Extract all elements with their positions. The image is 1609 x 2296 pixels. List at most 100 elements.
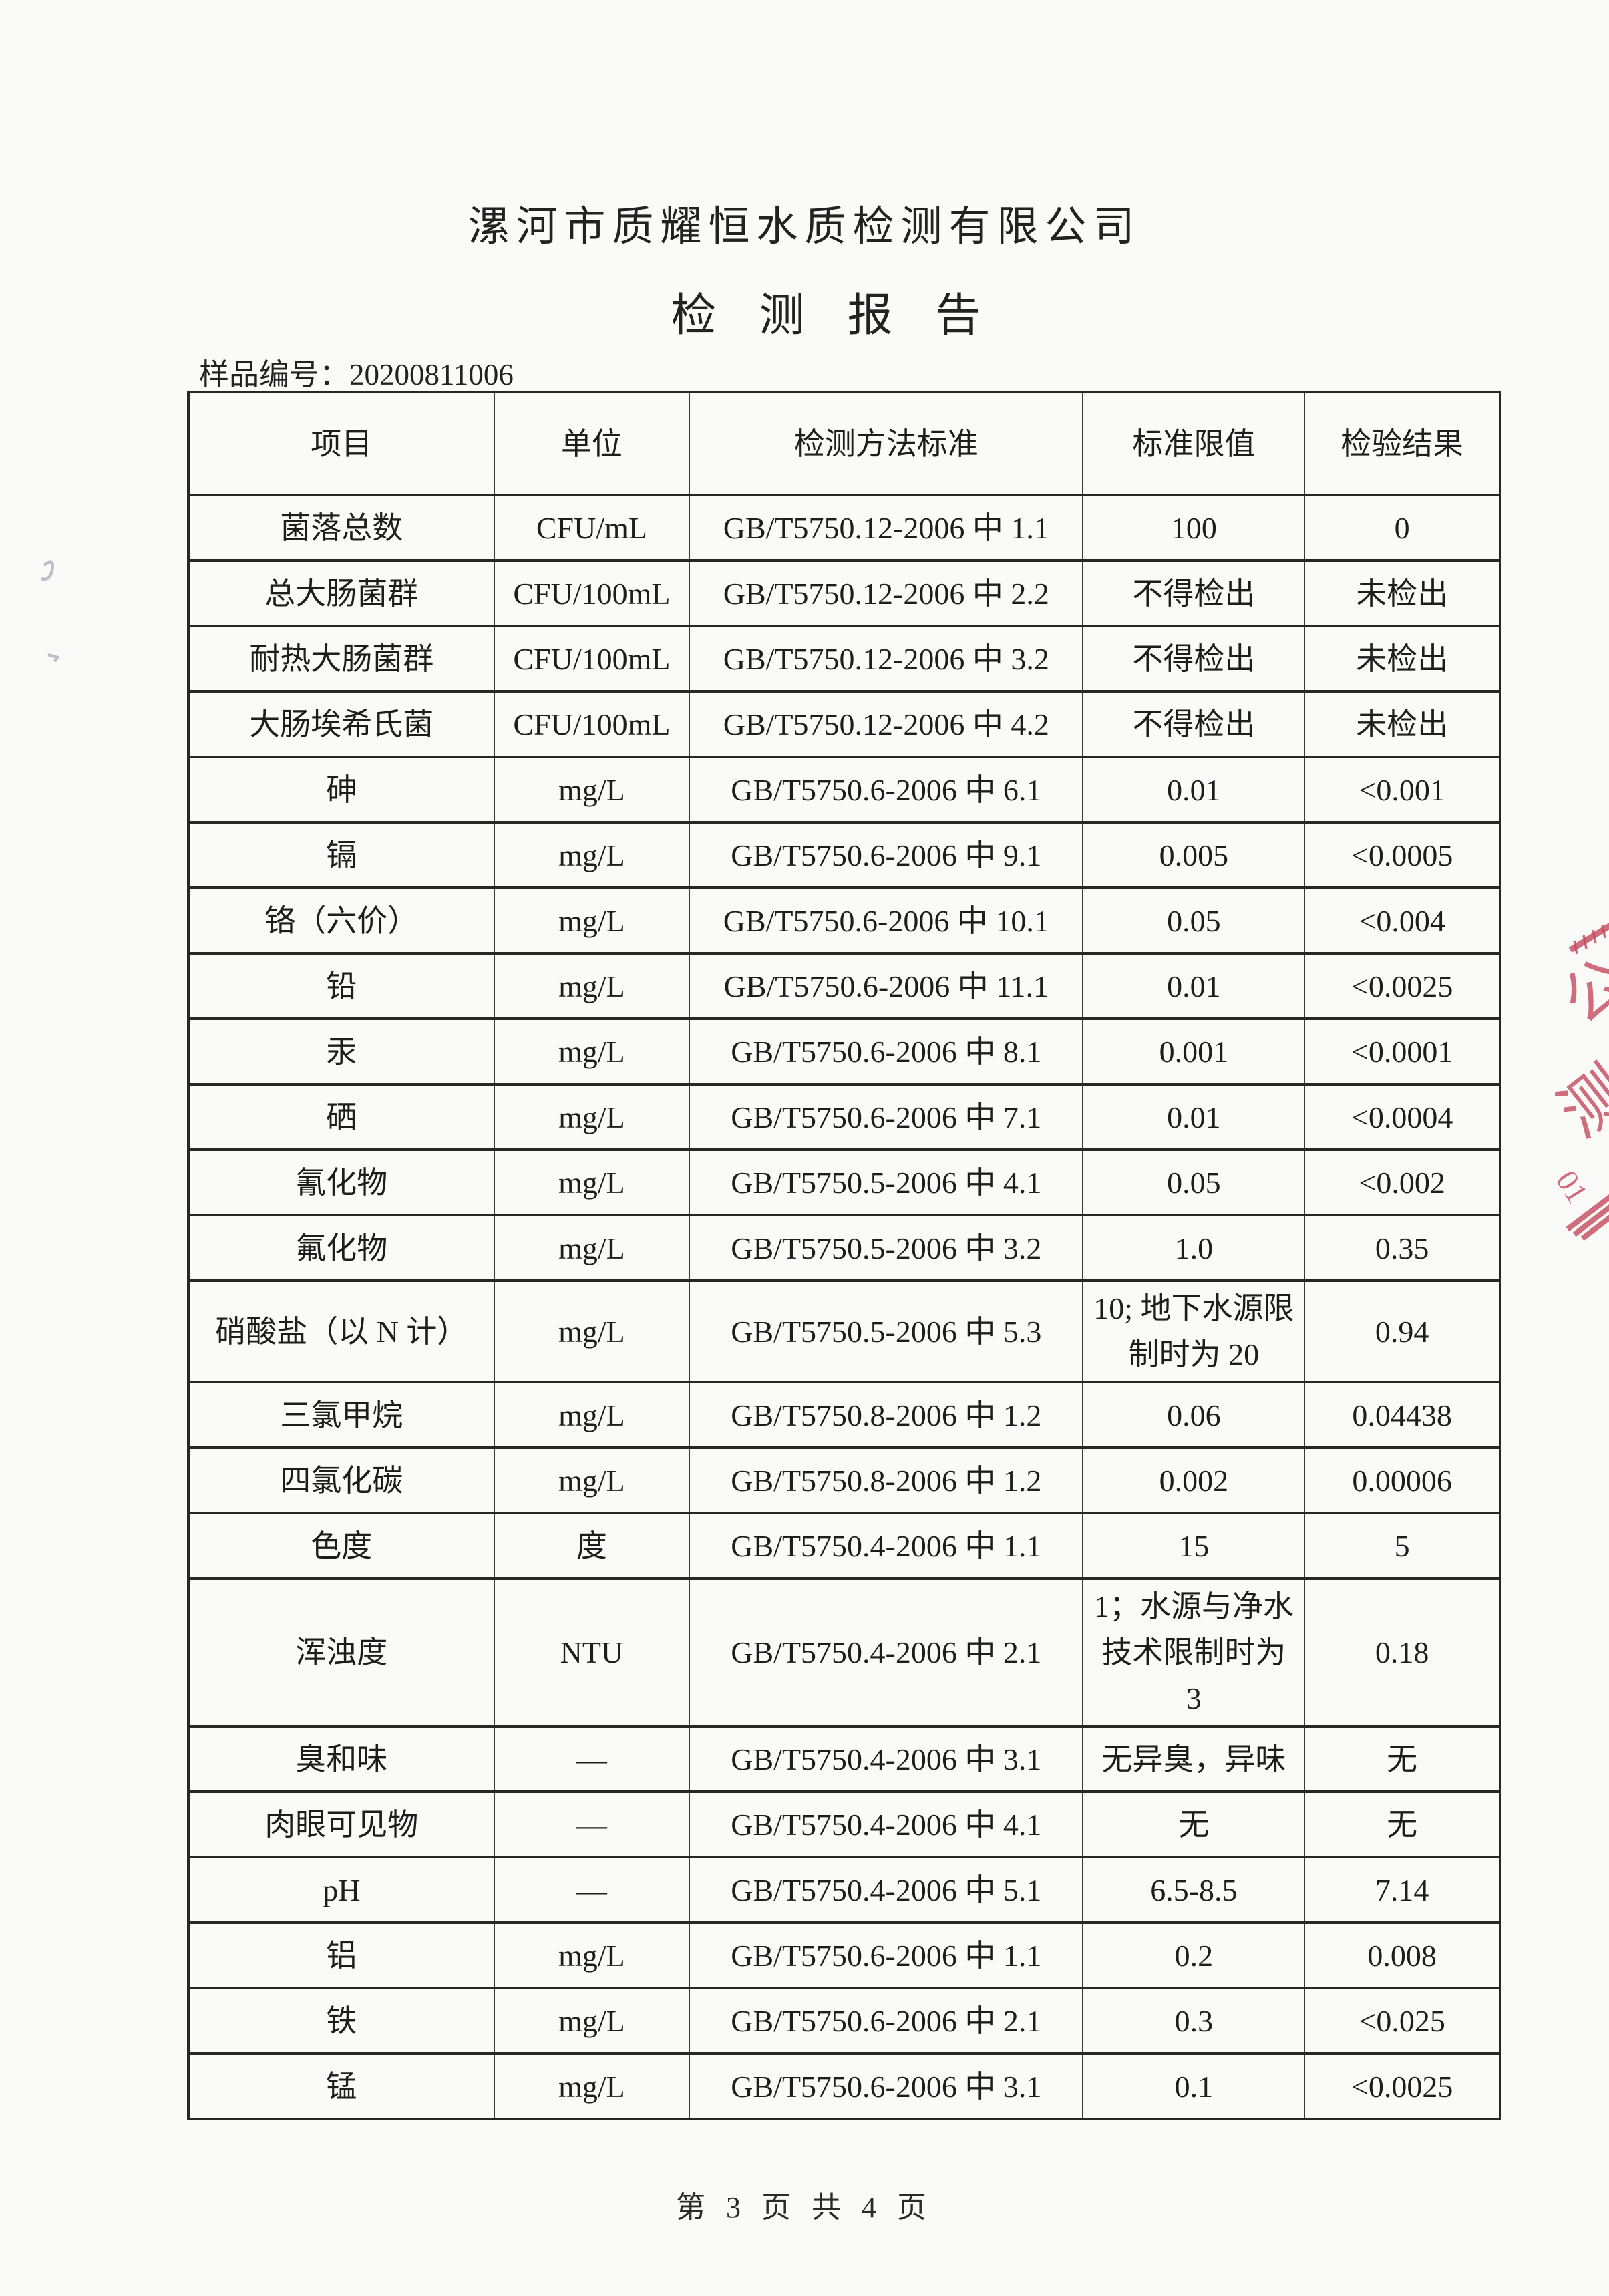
unit-cell: mg/L — [493, 1381, 691, 1449]
method-cell: GB/T5750.6-2006 中 3.1 — [689, 2052, 1084, 2120]
sample-number-value: 20200811006 — [349, 358, 514, 391]
limit-cell: 1；水源与净水技术限制时为 3 — [1082, 1577, 1306, 1728]
unit-cell: mg/L — [493, 756, 691, 824]
result-cell: <0.004 — [1304, 886, 1501, 955]
limit-cell: 0.01 — [1082, 756, 1306, 824]
item-cell: 铅 — [188, 952, 495, 1020]
item-cell: 肉眼可见物 — [188, 1790, 495, 1858]
limit-cell: 0.3 — [1082, 1987, 1306, 2055]
table-row: 菌落总数 CFU/mL GB/T5750.12-2006 中 1.1 100 0 — [188, 494, 1501, 562]
column-header: 单位 — [493, 391, 691, 496]
result-cell: <0.025 — [1304, 1987, 1501, 2055]
table-row: 汞 mg/L GB/T5750.6-2006 中 8.1 0.001 <0.0001 — [188, 1017, 1501, 1086]
unit-cell: mg/L — [493, 1148, 691, 1216]
unit-cell: mg/L — [493, 1279, 691, 1383]
method-cell: GB/T5750.6-2006 中 11.1 — [689, 952, 1084, 1020]
table-row: 耐热大肠菌群 CFU/100mL GB/T5750.12-2006 中 3.2 不得检… — [188, 625, 1501, 693]
result-cell: 7.14 — [1304, 1856, 1501, 1924]
column-header: 检测方法标准 — [689, 391, 1084, 496]
red-seal-stamp-icon: 公 测 01 — [1550, 923, 1609, 1241]
method-cell: GB/T5750.6-2006 中 1.1 — [689, 1921, 1084, 1989]
unit-cell: — — [493, 1856, 691, 1924]
method-cell: GB/T5750.4-2006 中 2.1 — [689, 1577, 1084, 1728]
limit-cell: 不得检出 — [1082, 625, 1306, 693]
limit-cell: 6.5-8.5 — [1082, 1856, 1306, 1924]
result-cell: 0.94 — [1304, 1279, 1501, 1383]
method-cell: GB/T5750.12-2006 中 1.1 — [689, 494, 1084, 562]
unit-cell: mg/L — [493, 1987, 691, 2055]
result-cell: 5 — [1304, 1512, 1501, 1580]
item-cell: 镉 — [188, 821, 495, 889]
table-row: 镉 mg/L GB/T5750.6-2006 中 9.1 0.005 <0.0005 — [188, 821, 1501, 889]
limit-cell: 100 — [1082, 494, 1306, 562]
svg-text:公: 公 — [1551, 946, 1609, 1037]
column-header: 标准限值 — [1082, 391, 1306, 496]
table-row: 硒 mg/L GB/T5750.6-2006 中 7.1 0.01 <0.0004 — [188, 1083, 1501, 1151]
table-row: 铅 mg/L GB/T5750.6-2006 中 11.1 0.01 <0.0025 — [188, 952, 1501, 1020]
svg-text:01: 01 — [1550, 1165, 1594, 1209]
header-row: 项目 单位 检测方法标准 标准限值 检验结果 — [188, 391, 1501, 496]
method-cell: GB/T5750.6-2006 中 7.1 — [689, 1083, 1084, 1151]
method-cell: GB/T5750.8-2006 中 1.2 — [689, 1446, 1084, 1514]
method-cell: GB/T5750.4-2006 中 4.1 — [689, 1790, 1084, 1858]
item-cell: pH — [188, 1856, 495, 1924]
item-cell: 氰化物 — [188, 1148, 495, 1216]
unit-cell: mg/L — [493, 1083, 691, 1151]
result-cell: <0.0005 — [1304, 821, 1501, 889]
table-row: 浑浊度 NTU GB/T5750.4-2006 中 2.1 1；水源与净水技术限制时为… — [188, 1577, 1501, 1728]
limit-cell: 15 — [1082, 1512, 1306, 1580]
unit-cell: mg/L — [493, 1921, 691, 1989]
table-row: 砷 mg/L GB/T5750.6-2006 中 6.1 0.01 <0.001 — [188, 756, 1501, 824]
item-cell: 砷 — [188, 756, 495, 824]
table-row: 氟化物 mg/L GB/T5750.5-2006 中 3.2 1.0 0.35 — [188, 1214, 1501, 1282]
svg-text:测: 测 — [1550, 1054, 1609, 1151]
item-cell: 浑浊度 — [188, 1577, 495, 1728]
unit-cell: CFU/mL — [493, 494, 691, 562]
unit-cell: mg/L — [493, 821, 691, 889]
item-cell: 三氯甲烷 — [188, 1381, 495, 1449]
result-cell: 未检出 — [1304, 625, 1501, 693]
item-cell: 锰 — [188, 2052, 495, 2120]
result-cell: <0.0025 — [1304, 952, 1501, 1020]
item-cell: 臭和味 — [188, 1725, 495, 1793]
result-cell: 未检出 — [1304, 559, 1501, 627]
test-results-table: 项目 单位 检测方法标准 标准限值 检验结果 菌落总数 CFU/mL GB/T5750.12… — [187, 391, 1501, 2120]
table-row: 锰 mg/L GB/T5750.6-2006 中 3.1 0.1 <0.0025 — [188, 2052, 1501, 2120]
table-row: 臭和味 — GB/T5750.4-2006 中 3.1 无异臭，异味无 — [188, 1725, 1501, 1793]
limit-cell: 无异臭，异味 — [1082, 1725, 1306, 1793]
method-cell: GB/T5750.5-2006 中 5.3 — [689, 1279, 1084, 1383]
table-row: 氰化物 mg/L GB/T5750.5-2006 中 4.1 0.05 <0.002 — [188, 1148, 1501, 1216]
item-cell: 总大肠菌群 — [188, 559, 495, 627]
report-title: 检测报告 — [671, 290, 1024, 341]
unit-cell: mg/L — [493, 1446, 691, 1514]
method-cell: GB/T5750.8-2006 中 1.2 — [689, 1381, 1084, 1449]
table-row: 总大肠菌群 CFU/100mL GB/T5750.12-2006 中 2.2 不得检出… — [188, 559, 1501, 627]
unit-cell: 度 — [493, 1512, 691, 1580]
item-cell: 菌落总数 — [188, 494, 495, 562]
method-cell: GB/T5750.12-2006 中 2.2 — [689, 559, 1084, 627]
method-cell: GB/T5750.6-2006 中 9.1 — [689, 821, 1084, 889]
method-cell: GB/T5750.6-2006 中 6.1 — [689, 756, 1084, 824]
column-header: 项目 — [188, 391, 495, 496]
unit-cell: mg/L — [493, 1017, 691, 1086]
method-cell: GB/T5750.12-2006 中 4.2 — [689, 690, 1084, 758]
table-row: 三氯甲烷 mg/L GB/T5750.8-2006 中 1.2 0.06 0.04438 — [188, 1381, 1501, 1449]
result-cell: 无 — [1304, 1790, 1501, 1858]
item-cell: 色度 — [188, 1512, 495, 1580]
unit-cell: CFU/100mL — [493, 690, 691, 758]
unit-cell: CFU/100mL — [493, 625, 691, 693]
unit-cell: mg/L — [493, 2052, 691, 2120]
table-row: 铁 mg/L GB/T5750.6-2006 中 2.1 0.3 <0.025 — [188, 1987, 1501, 2055]
result-cell: 0 — [1304, 494, 1501, 562]
result-cell: 0.18 — [1304, 1577, 1501, 1728]
unit-cell: CFU/100mL — [493, 559, 691, 627]
table-row: 色度度 GB/T5750.4-2006 中 1.1 15 5 — [188, 1512, 1501, 1580]
limit-cell: 0.1 — [1082, 2052, 1306, 2120]
method-cell: GB/T5750.5-2006 中 4.1 — [689, 1148, 1084, 1216]
item-cell: 铬（六价） — [188, 886, 495, 955]
table-row: pH — GB/T5750.4-2006 中 5.1 6.5-8.5 7.14 — [188, 1856, 1501, 1924]
sample-number-label: 样品编号： — [199, 358, 350, 391]
limit-cell: 0.01 — [1082, 1083, 1306, 1151]
result-cell: <0.002 — [1304, 1148, 1501, 1216]
limit-cell: 0.002 — [1082, 1446, 1306, 1514]
